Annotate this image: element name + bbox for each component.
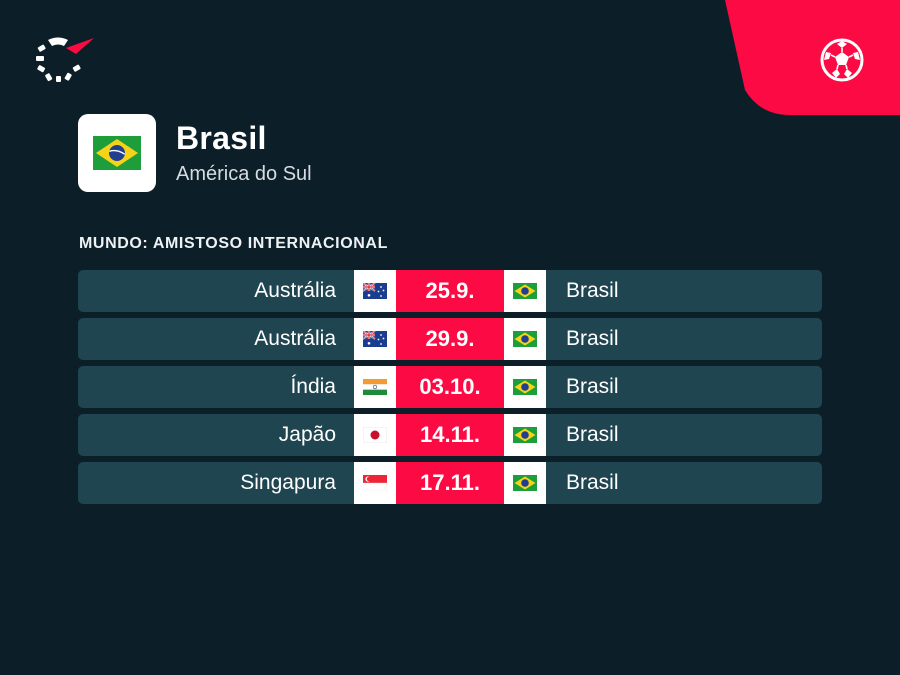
match-row[interactable]: Austrália 29.9. Brasil — [78, 318, 822, 360]
red-corner-decoration — [725, 0, 900, 115]
brazil-flag-icon — [513, 379, 537, 395]
match-date: 29.9. — [396, 318, 504, 360]
home-flag — [354, 366, 396, 408]
australia-flag-icon — [363, 283, 387, 299]
away-flag — [504, 414, 546, 456]
singapore-flag-icon — [363, 475, 387, 491]
brazil-flag-icon — [513, 475, 537, 491]
home-team-name: Singapura — [240, 471, 336, 494]
match-date: 03.10. — [396, 366, 504, 408]
home-team-name: Austrália — [254, 327, 336, 350]
home-flag — [354, 270, 396, 312]
away-team-name: Brasil — [566, 327, 619, 350]
match-date: 25.9. — [396, 270, 504, 312]
flashscore-logo-icon — [36, 37, 94, 82]
team-name: Brasil — [176, 120, 267, 156]
away-team-name: Brasil — [566, 471, 619, 494]
match-row[interactable]: Japão 14.11. Brasil — [78, 414, 822, 456]
home-flag — [354, 462, 396, 504]
japan-flag-icon — [363, 427, 387, 443]
team-region: América do Sul — [176, 163, 312, 185]
brazil-flag-icon — [513, 331, 537, 347]
away-flag — [504, 270, 546, 312]
match-list: Austrália 25.9. Br — [78, 270, 822, 510]
home-team-name: Índia — [290, 375, 336, 398]
home-flag — [354, 318, 396, 360]
brazil-flag-icon — [513, 427, 537, 443]
match-date: 14.11. — [396, 414, 504, 456]
match-row[interactable]: Singapura 17.11. Brasil — [78, 462, 822, 504]
away-team-name: Brasil — [566, 279, 619, 302]
australia-flag-icon — [363, 331, 387, 347]
home-team-name: Japão — [278, 423, 336, 446]
match-row[interactable]: Austrália 25.9. Br — [78, 270, 822, 312]
away-flag — [504, 462, 546, 504]
home-flag — [354, 414, 396, 456]
competition-title: MUNDO: AMISTOSO INTERNACIONAL — [79, 235, 388, 252]
team-header: Brasil América do Sul — [78, 114, 312, 192]
india-flag-icon — [363, 379, 387, 395]
brazil-flag-icon — [513, 283, 537, 299]
away-team-name: Brasil — [566, 375, 619, 398]
football-icon[interactable] — [820, 38, 864, 82]
away-flag — [504, 318, 546, 360]
home-team-name: Austrália — [254, 279, 336, 302]
away-team-name: Brasil — [566, 423, 619, 446]
away-flag — [504, 366, 546, 408]
match-date: 17.11. — [396, 462, 504, 504]
match-row[interactable]: Índia 03.10. Brasil — [78, 366, 822, 408]
team-flag — [78, 114, 156, 192]
brazil-flag-icon — [93, 136, 141, 170]
